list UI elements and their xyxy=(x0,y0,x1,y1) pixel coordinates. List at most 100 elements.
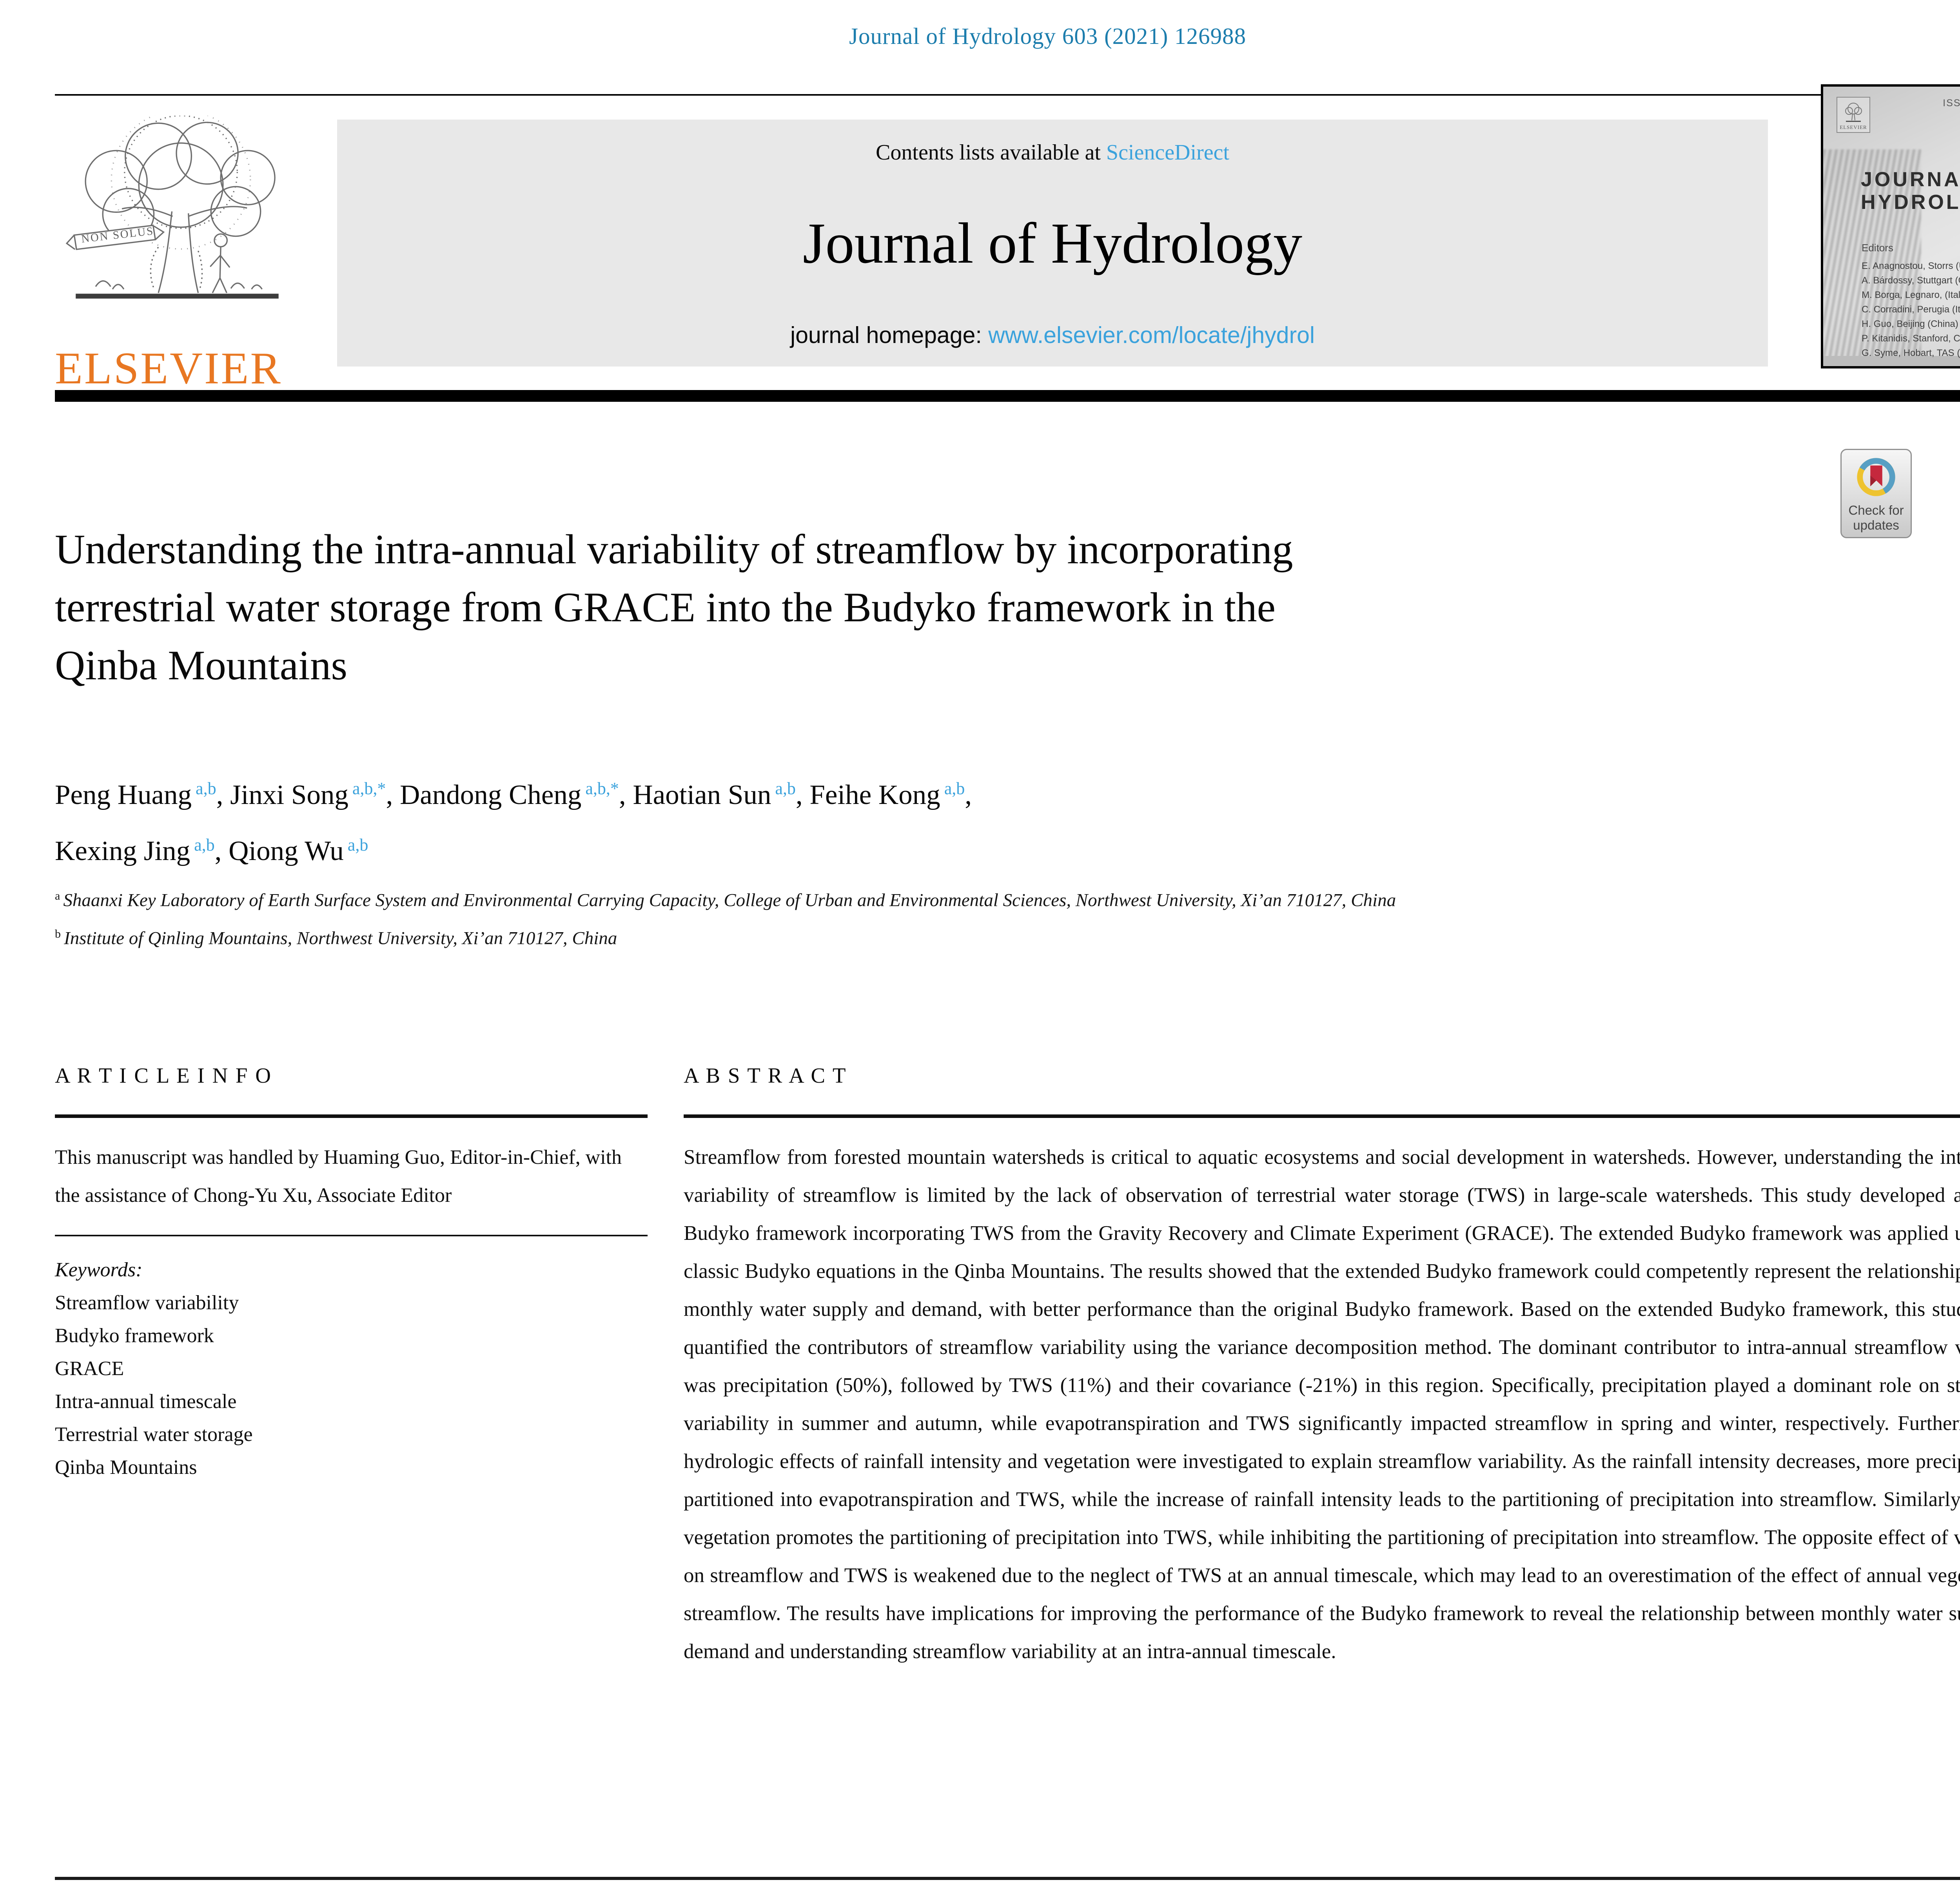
header-separator-bar xyxy=(55,390,1960,402)
mini-logo-word: ELSEVIER xyxy=(1840,124,1867,130)
author-name: Kexing Jing xyxy=(55,836,191,867)
cover-editor-item: G. Syme, Hobart, TAS (Australia) xyxy=(1862,348,1960,358)
author: Haotian Sun a,b, xyxy=(633,779,810,810)
badge-line2: updates xyxy=(1853,518,1899,532)
journal-header-banner: Contents lists available at ScienceDirec… xyxy=(337,120,1768,367)
cover-editor-item: E. Anagnostou, Storrs (USA) xyxy=(1862,261,1960,271)
abstract-text: Streamflow from forested mountain waters… xyxy=(684,1146,1960,1663)
cover-issn: ISSN 0022-1694 xyxy=(1943,98,1960,109)
author: Jinxi Song a,b,*, xyxy=(230,779,400,810)
check-updates-icon xyxy=(1857,458,1895,496)
cover-editor-item: P. Kitanidis, Stanford, CA (USA) xyxy=(1862,333,1960,344)
author: Kexing Jing a,b, xyxy=(55,835,229,867)
check-updates-label: Check for updates xyxy=(1842,503,1911,533)
affiliation-superscript: b xyxy=(55,927,61,940)
contents-prefix: Contents lists available at xyxy=(876,140,1106,165)
author-name: Jinxi Song xyxy=(230,779,348,810)
affiliation-text: Shaanxi Key Laboratory of Earth Surface … xyxy=(63,890,1396,911)
cover-title-line2: HYDROLOGY xyxy=(1861,191,1960,214)
cover-editors: Editors E. Anagnostou, Storrs (USA) A. Bá… xyxy=(1862,242,1960,360)
elsevier-tree-icon: NON SOLUS xyxy=(65,116,279,299)
author-superscript: a,b,* xyxy=(585,779,619,798)
affiliation-superscript: a xyxy=(55,889,60,902)
author-name: Haotian Sun xyxy=(633,779,771,810)
author-superscript: a,b xyxy=(347,835,368,855)
editor-handled-note: This manuscript was handled by Huaming G… xyxy=(55,1146,622,1207)
author-superscript: a,b xyxy=(194,835,215,855)
cover-editor-item: C. Corradini, Perugia (Italy) xyxy=(1862,304,1960,315)
top-rule xyxy=(55,94,1960,96)
article-info-rule xyxy=(55,1114,648,1118)
author-list: Peng Huang a,b, Jinxi Song a,b,*, Dandong … xyxy=(55,764,1960,876)
keywords-label: Keywords: xyxy=(55,1259,143,1281)
author-separator: , xyxy=(386,779,400,810)
cover-editor-item: M. Borga, Legnaro, (Italy) xyxy=(1862,290,1960,300)
homepage-line: journal homepage: www.elsevier.com/locat… xyxy=(790,322,1315,348)
cover-title: JOURNAL OF HYDROLOGY xyxy=(1861,168,1960,214)
author-separator: , xyxy=(795,779,810,810)
keywords-rule xyxy=(55,1235,648,1236)
author-name: Dandong Cheng xyxy=(399,779,582,810)
author-line-2: Kexing Jing a,b, Qiong Wu a,b xyxy=(55,820,1960,876)
cover-title-line1: JOURNAL OF xyxy=(1861,168,1960,191)
bottom-rule xyxy=(55,1877,1960,1880)
check-for-updates-badge[interactable]: Check for updates xyxy=(1840,449,1912,538)
elsevier-logo: NON SOLUS ELSEVIER xyxy=(55,116,302,395)
keyword: GRACE xyxy=(55,1357,124,1380)
abstract-column: A B S T R A C T Streamflow from forested… xyxy=(684,1063,1960,1671)
mini-tree-icon xyxy=(1845,103,1862,122)
affiliations: a Shaanxi Key Laboratory of Earth Surface… xyxy=(55,882,1960,958)
author-name: Feihe Kong xyxy=(809,779,940,810)
author: Qiong Wu a,b xyxy=(229,835,368,867)
sciencedirect-link[interactable]: ScienceDirect xyxy=(1106,140,1229,165)
keyword: Streamflow variability xyxy=(55,1292,239,1314)
keyword: Terrestrial water storage xyxy=(55,1423,253,1446)
author: Peng Huang a,b, xyxy=(55,779,230,810)
cover-editors-list: E. Anagnostou, Storrs (USA) A. Bárdossy, … xyxy=(1862,259,1960,360)
article-title-line: Qinba Mountains xyxy=(55,642,347,689)
cover-editors-label: Editors xyxy=(1862,242,1893,254)
journal-citation: Journal of Hydrology 603 (2021) 126988 xyxy=(849,23,1247,49)
affiliation: b Institute of Qinling Mountains, Northwe… xyxy=(55,920,1960,953)
homepage-prefix: journal homepage: xyxy=(790,322,989,348)
author-separator: , xyxy=(619,779,633,810)
article-info-column: A R T I C L E I N F O This manuscript wa… xyxy=(55,1063,648,1671)
abstract-rule xyxy=(684,1114,1960,1118)
cover-editor-item: A. Bárdossy, Stuttgart (Germany) xyxy=(1862,275,1960,286)
cover-bottom-strip xyxy=(1823,356,1960,366)
article-title-line: terrestrial water storage from GRACE int… xyxy=(55,584,1276,631)
abstract-heading: A B S T R A C T xyxy=(684,1063,847,1087)
cover-waterfall-texture xyxy=(1823,149,1921,366)
author-name: Qiong Wu xyxy=(229,836,344,867)
affiliation: a Shaanxi Key Laboratory of Earth Surface… xyxy=(55,882,1960,915)
journal-cover-thumbnail: ISSN 0022-1694 ELSEVIER JOURNAL OF HYDRO… xyxy=(1821,84,1960,368)
cover-editor-item: H. Guo, Beijing (China) xyxy=(1862,319,1958,329)
author-separator: , xyxy=(216,779,230,810)
author-separator: , xyxy=(965,779,972,810)
author-name: Peng Huang xyxy=(55,779,192,810)
author-superscript: a,b xyxy=(196,779,216,798)
article-title: Understanding the intra-annual variabili… xyxy=(55,521,1811,695)
author-line-1: Peng Huang a,b, Jinxi Song a,b,*, Dandong … xyxy=(55,764,1960,820)
keyword: Budyko framework xyxy=(55,1325,214,1347)
badge-line1: Check for xyxy=(1848,503,1904,517)
contents-line: Contents lists available at ScienceDirec… xyxy=(876,140,1229,165)
article-title-line: Understanding the intra-annual variabili… xyxy=(55,526,1293,573)
author-superscript: a,b xyxy=(944,779,965,798)
journal-title: Journal of Hydrology xyxy=(802,211,1303,276)
author-superscript: a,b xyxy=(775,779,796,798)
keyword: Intra-annual timescale xyxy=(55,1390,237,1413)
article-info-heading: A R T I C L E I N F O xyxy=(55,1063,272,1087)
author-superscript: a,b,* xyxy=(352,779,386,798)
author: Dandong Cheng a,b,*, xyxy=(399,779,633,810)
keyword: Qinba Mountains xyxy=(55,1456,197,1479)
elsevier-wordmark: ELSEVIER xyxy=(55,343,282,394)
keywords-list: Streamflow variability Budyko framework GR… xyxy=(55,1287,648,1484)
cover-elsevier-mini-logo: ELSEVIER xyxy=(1837,97,1870,133)
author-separator: , xyxy=(214,836,229,867)
author: Feihe Kong a,b, xyxy=(809,779,972,810)
homepage-url-link[interactable]: www.elsevier.com/locate/jhydrol xyxy=(988,322,1315,348)
affiliation-text: Institute of Qinling Mountains, Northwes… xyxy=(64,928,617,949)
info-abstract-section: A R T I C L E I N F O This manuscript wa… xyxy=(55,1063,1960,1671)
